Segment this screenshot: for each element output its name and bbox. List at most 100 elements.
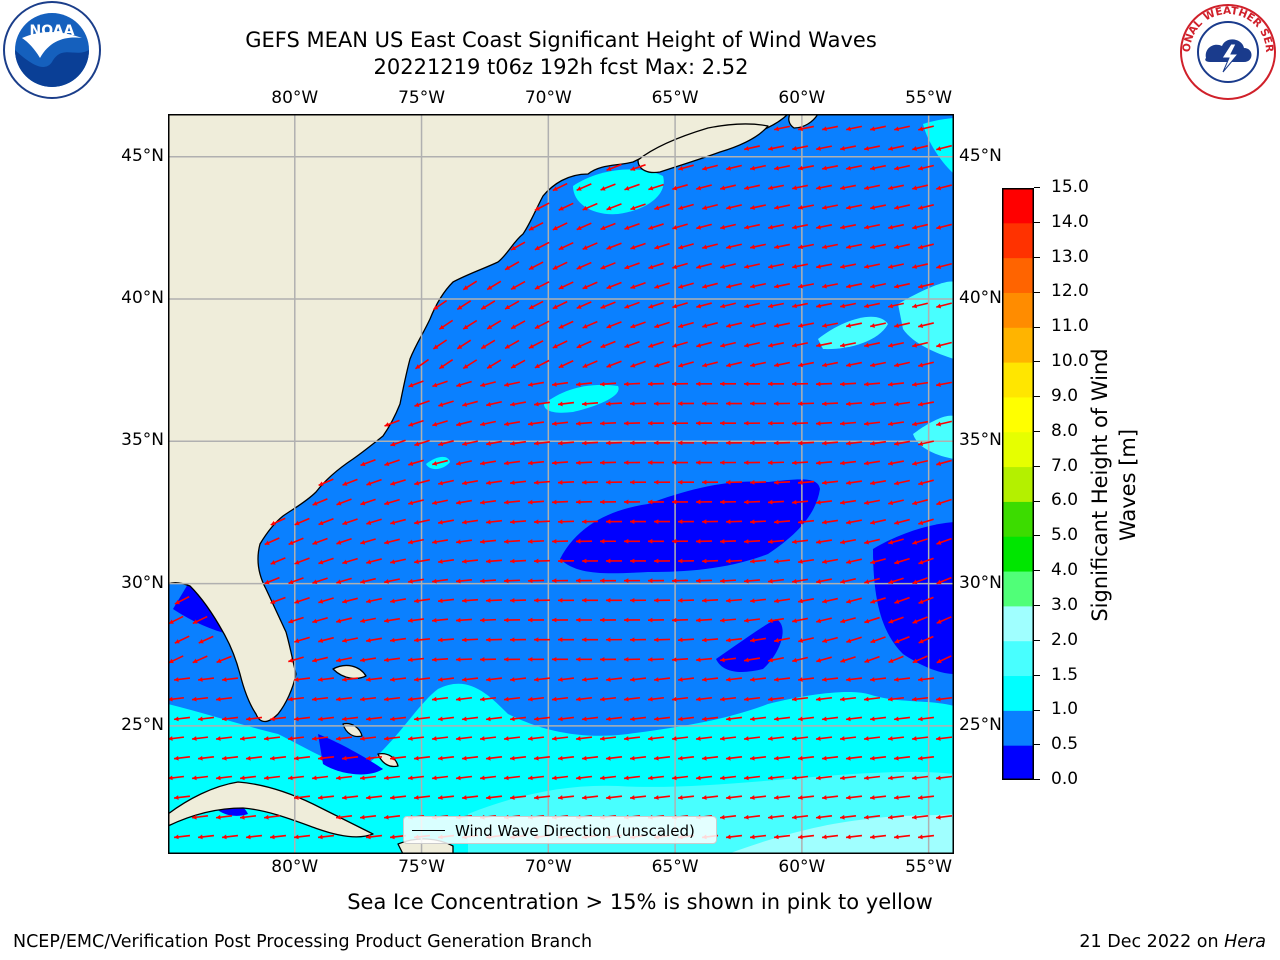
lat-tick-label: 45°N [121, 145, 164, 166]
wave-direction-arrow [725, 677, 743, 682]
wave-direction-arrow [702, 164, 718, 171]
wave-direction-arrow [647, 420, 665, 426]
wave-direction-arrow [582, 360, 598, 369]
wave-direction-arrow [341, 795, 359, 800]
colorbar-tick-label: 9.0 [1051, 385, 1079, 406]
wave-direction-arrow [264, 576, 280, 585]
wave-direction-arrow [677, 755, 695, 761]
wave-direction-arrow [414, 439, 430, 447]
wave-direction-arrow [839, 696, 857, 702]
wave-direction-arrow [479, 617, 497, 623]
wave-direction-arrow [936, 655, 952, 664]
colorbar-tick-mark [1034, 396, 1040, 398]
wave-direction-arrow [413, 677, 431, 682]
wave-direction-arrow [864, 616, 880, 624]
wave-direction-arrow [677, 598, 695, 603]
wave-direction-arrow [887, 460, 905, 466]
wave-direction-arrow [797, 322, 815, 328]
wave-direction-arrow [317, 716, 335, 722]
wave-direction-arrow [486, 280, 502, 291]
wave-direction-arrow [671, 696, 689, 702]
wave-direction-arrow [647, 499, 665, 505]
colorbar-tick-label: 3.0 [1051, 594, 1079, 615]
wave-direction-arrow [773, 401, 791, 406]
wave-direction-arrow [869, 440, 887, 446]
wave-direction-arrow [456, 300, 472, 311]
wave-direction-arrow [192, 655, 208, 664]
colorbar-segment [1002, 710, 1034, 746]
wave-direction-arrow [408, 538, 424, 545]
wave-direction-arrow [719, 814, 737, 820]
wave-direction-arrow [653, 479, 671, 485]
wave-direction-arrow [719, 499, 737, 505]
wave-direction-arrow [551, 381, 569, 387]
wave-direction-arrow [815, 224, 833, 230]
wave-direction-arrow [653, 755, 671, 761]
wave-direction-arrow [527, 736, 545, 741]
wave-direction-arrow [528, 340, 544, 349]
wave-direction-arrow [864, 538, 880, 545]
wave-direction-arrow [293, 677, 311, 682]
wave-direction-arrow [461, 795, 479, 800]
wave-direction-arrow [533, 597, 551, 603]
wave-direction-arrow [407, 736, 425, 741]
wave-direction-arrow [456, 380, 472, 388]
wave-direction-arrow [893, 795, 911, 800]
wave-direction-arrow [702, 243, 718, 250]
wave-direction-arrow [629, 677, 647, 682]
wave-direction-arrow [599, 736, 617, 741]
wave-direction-arrow [774, 164, 790, 171]
wave-direction-arrow [551, 736, 569, 741]
wave-direction-arrow [846, 243, 862, 250]
wave-direction-arrow [384, 419, 400, 427]
wave-direction-arrow [773, 834, 791, 840]
wave-direction-arrow [912, 302, 928, 309]
wave-direction-arrow [384, 459, 400, 466]
wave-direction-arrow [719, 539, 737, 544]
colorbar-label-line1: Significant Height of Wind [1088, 348, 1112, 622]
wave-direction-arrow [606, 281, 622, 290]
wave-direction-arrow [647, 460, 665, 465]
wave-direction-arrow [840, 302, 856, 309]
wave-direction-arrow [767, 499, 785, 505]
wave-direction-arrow [749, 716, 767, 722]
lon-tick-label: 65°W [651, 88, 699, 108]
wave-direction-arrow [743, 539, 761, 544]
wave-direction-arrow [503, 736, 521, 741]
wave-direction-arrow [749, 479, 767, 485]
wave-direction-arrow [288, 656, 304, 663]
wave-direction-arrow [509, 598, 527, 603]
wave-direction-arrow [726, 204, 742, 210]
wave-direction-arrow [719, 578, 737, 584]
wave-direction-arrow [701, 598, 719, 603]
wave-direction-arrow [822, 636, 838, 643]
wave-direction-arrow [455, 539, 473, 545]
wave-direction-arrow [888, 341, 904, 348]
wave-direction-arrow [359, 775, 377, 781]
wave-direction-arrow [815, 342, 833, 348]
wave-direction-arrow [720, 223, 736, 230]
wave-direction-arrow [600, 340, 616, 349]
wave-direction-arrow [438, 479, 454, 486]
wave-direction-arrow [408, 419, 424, 427]
wave-direction-arrow [887, 814, 905, 820]
lon-tick-label: 55°W [905, 857, 953, 877]
wave-direction-arrow [629, 479, 647, 485]
wave-direction-arrow [623, 657, 641, 662]
chart-title: GEFS MEAN US East Coast Significant Heig… [245, 28, 877, 52]
wave-direction-arrow [743, 460, 761, 466]
wave-direction-arrow [696, 302, 712, 309]
wave-direction-arrow [197, 834, 215, 840]
wave-direction-arrow [695, 538, 713, 544]
wave-direction-arrow [821, 716, 839, 722]
wave-direction-arrow [629, 401, 647, 407]
wave-direction-arrow [245, 716, 263, 722]
wave-direction-arrow [743, 696, 761, 702]
wave-direction-arrow [677, 558, 695, 564]
wave-direction-arrow [870, 322, 886, 328]
wave-direction-arrow [768, 223, 784, 230]
wave-direction-arrow [437, 677, 455, 682]
wave-direction-arrow [510, 241, 526, 251]
colorbar-tick-label: 10.0 [1051, 351, 1089, 372]
wave-direction-arrow [581, 597, 599, 603]
